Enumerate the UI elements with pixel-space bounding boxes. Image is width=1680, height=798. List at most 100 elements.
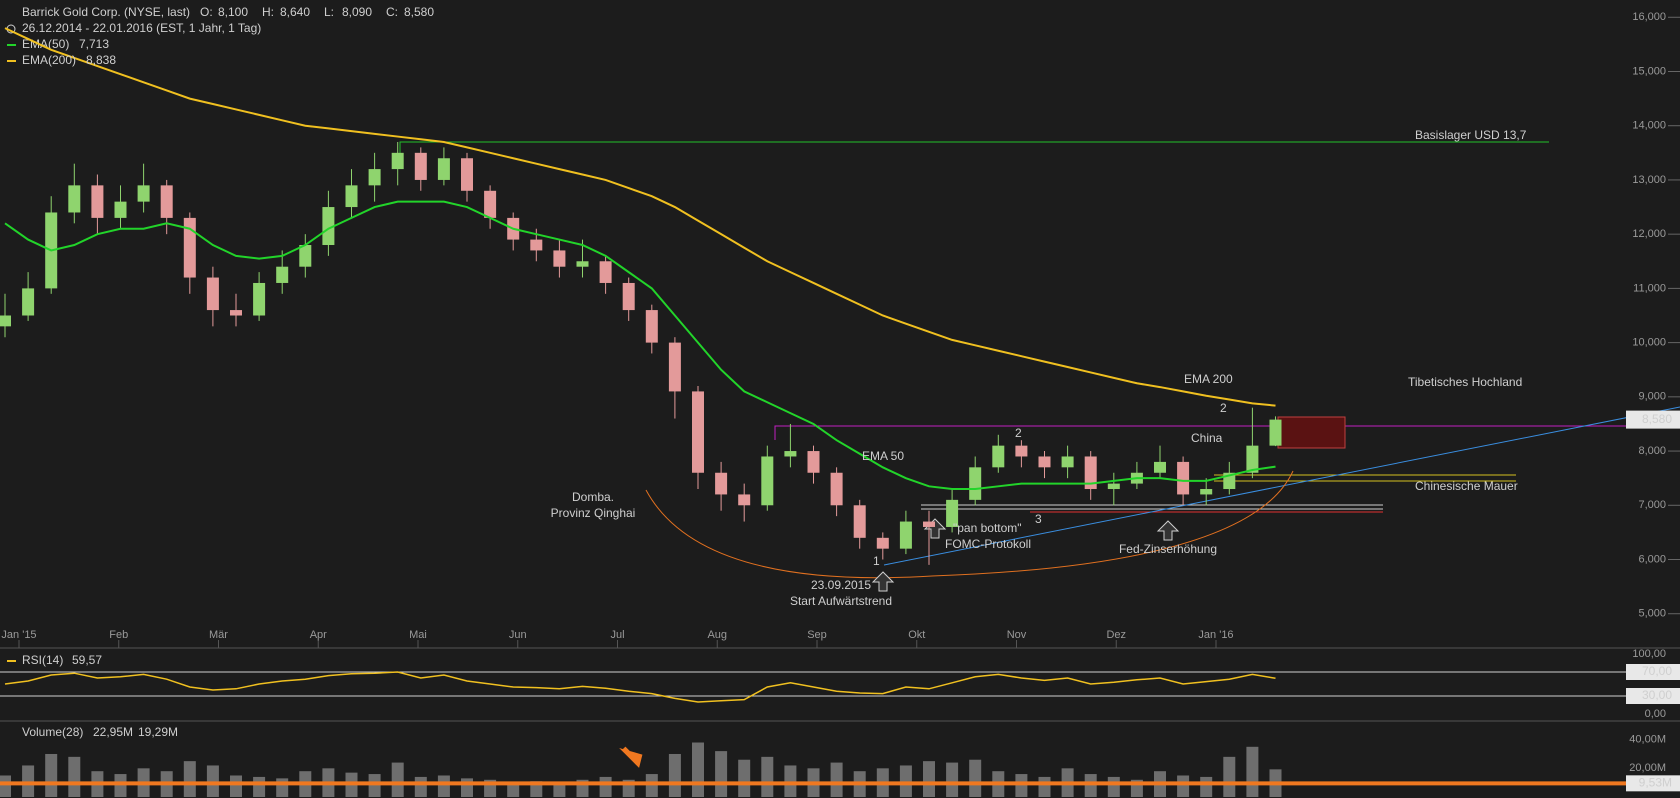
level-box [1626,664,1680,680]
readout-label: O: [200,5,213,19]
x-tick-label: Mai [409,629,427,641]
candle-body [1038,456,1051,468]
candle-body [899,521,912,549]
candle-body [1061,456,1074,468]
volume-bar [1107,776,1120,797]
volume-bar [715,751,728,797]
candle-body [1177,461,1190,495]
volume-bar [0,775,11,797]
readout-value: 8,640 [280,5,310,19]
annotation: 1 [873,554,880,568]
x-tick-label: Jun [509,629,527,641]
candle-body [368,169,381,186]
volume-bar [45,753,58,797]
candle-body [391,152,404,170]
volume-bar [1084,774,1097,797]
y-tick-label: 0,00 [1645,708,1666,720]
volume-bar [253,776,266,797]
volume-bar [1038,776,1051,797]
annotation: Fed-Zinserhöhung [1119,542,1217,556]
level-label: 30,00 [1642,688,1672,702]
legend-value: 19,29M [138,725,178,739]
x-tick-label: Jan '16 [1198,629,1233,641]
annotation: Tibetisches Hochland [1408,375,1522,389]
volume-bar [668,753,681,797]
volume-bar [761,756,774,797]
volume-bar [368,774,381,797]
candle-body [160,185,173,218]
level-label: 9,53M [1639,776,1672,790]
x-tick-label: Mär [209,629,228,641]
candle-body [784,451,797,457]
x-tick-label: Jul [610,629,624,641]
volume-bar [1223,756,1236,797]
candle-body [576,261,589,267]
volume-bar [946,762,959,797]
candle-body [137,185,150,202]
x-tick-label: Apr [310,629,327,641]
candle-body [230,310,242,316]
annotation: "pan bottom" [953,521,1022,535]
volume-bar [206,765,219,797]
volume-bar [899,765,912,797]
annotation: Provinz Qinghai [551,506,636,520]
volume-bar [437,775,450,797]
candle-body [1015,445,1028,457]
candle-body [484,190,497,218]
level-box [1626,775,1680,792]
x-tick-label: Feb [109,629,128,641]
legend-value: 59,57 [72,653,102,667]
y-tick-label: 14,000 [1632,120,1666,132]
last-price-label: 8,580 [1642,412,1672,426]
annotation: 23.09.2015 [811,578,871,592]
y-tick-label: 5,000 [1638,608,1666,620]
candle-body [68,185,81,213]
volume-bar [391,762,404,797]
candle-body [692,391,704,473]
x-tick-label: Aug [707,629,727,641]
y-tick-label: 6,000 [1638,553,1666,565]
candle-body [437,158,450,180]
y-tick-label: 40,00M [1629,734,1666,746]
annotation: 2 [1015,426,1022,440]
y-tick-label: 100,00 [1632,648,1666,660]
volume-bar [969,759,982,797]
y-tick-label: 7,000 [1638,499,1666,511]
x-tick-label: Sep [807,629,827,641]
subtitle: 26.12.2014 - 22.01.2016 (EST, 1 Jahr, 1 … [22,21,261,35]
candle-body [1269,419,1282,446]
volume-bar [923,761,935,797]
volume-bar [507,782,520,797]
legend-value: 8,838 [86,53,116,67]
candle-body [599,261,612,283]
volume-bar [1177,775,1190,797]
candle-body [91,185,104,218]
volume-bar [830,762,843,797]
candle-body [299,245,312,267]
legend-name: EMA(200) [22,53,76,67]
y-tick-label: 16,000 [1632,11,1666,23]
candle-body [1084,456,1097,490]
annotation: Chinesische Mauer [1415,479,1518,493]
candle-body [461,158,473,191]
candle-body [414,152,427,180]
candle-body [668,342,681,392]
volume-bar [692,742,704,797]
candle-body [1107,483,1120,490]
arrow [1156,520,1180,541]
x-tick-label: Nov [1007,629,1027,641]
annotation: 3 [1035,512,1042,526]
candle-body [876,537,889,549]
volume-bar [553,782,566,797]
y-tick-label: 15,000 [1632,65,1666,77]
annotation: Domba. [572,490,614,504]
volume-arrow [619,746,643,768]
last-price-box [1626,410,1680,429]
x-tick-label: Dez [1106,629,1126,641]
candle-body [853,505,866,538]
candle-body [946,499,959,527]
candle-body [830,472,843,506]
volume-bar [414,776,427,797]
y-tick-label: 12,000 [1632,228,1666,240]
